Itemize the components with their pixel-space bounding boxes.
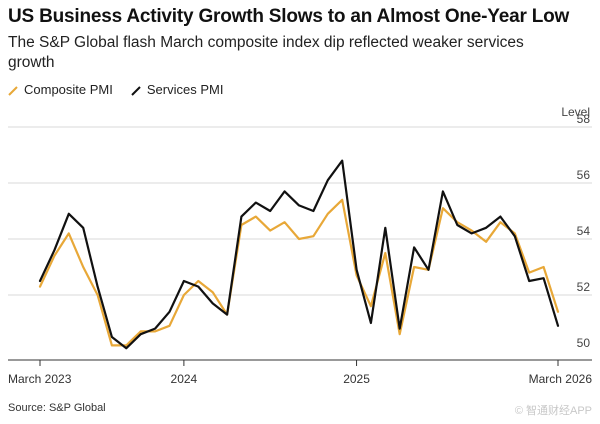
legend-item-services: Services PMI — [131, 81, 224, 97]
composite-pmi-line — [38, 198, 560, 347]
legend-label-composite: Composite PMI — [24, 81, 113, 97]
services-swatch-icon — [131, 84, 141, 96]
y-tick-label-52: 52 — [577, 280, 591, 294]
chart-subtitle: The S&P Global flash March composite ind… — [8, 34, 524, 71]
x-tick-label-0: March 2023 — [8, 372, 72, 386]
y-tick-label-56: 56 — [577, 168, 591, 182]
source-note: Source: S&P Global — [8, 402, 106, 414]
composite-swatch-icon — [8, 84, 18, 96]
x-tick-label-3: March 2026 — [529, 372, 593, 386]
legend-item-composite: Composite PMI — [8, 82, 113, 97]
chart-title: US Business Activity Growth Slows to an … — [8, 6, 570, 27]
y-tick-label-50: 50 — [577, 336, 591, 350]
y-tick-label-54: 54 — [577, 224, 591, 238]
x-tick-label-1: 2024 — [171, 372, 198, 386]
x-tick-label-2: 2025 — [343, 372, 370, 386]
legend: Composite PMI Services PMI — [8, 80, 223, 98]
watermark: © 智通财经APP — [514, 405, 592, 417]
legend-label-services: Services PMI — [146, 81, 224, 97]
services-pmi-line — [38, 159, 560, 350]
y-tick-label-58: 58 — [577, 112, 591, 126]
y-axis-label: Level — [561, 105, 590, 119]
